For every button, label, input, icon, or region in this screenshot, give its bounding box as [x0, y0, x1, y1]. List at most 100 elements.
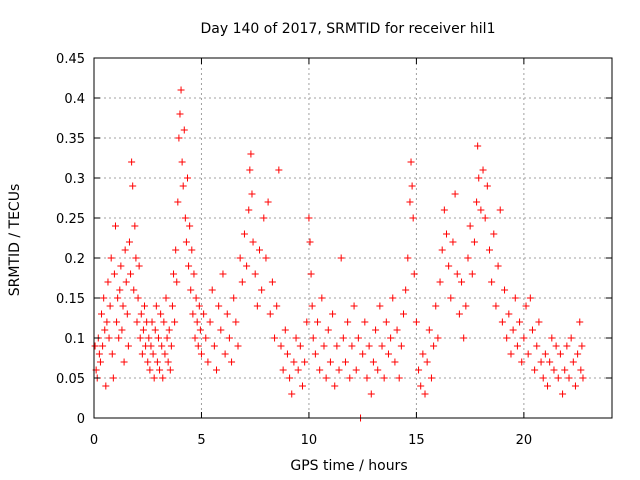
data-point [273, 302, 281, 310]
data-point [305, 214, 313, 222]
data-point [391, 358, 399, 366]
data-point [191, 334, 199, 342]
data-point [106, 302, 114, 310]
data-point [109, 374, 117, 382]
chart-title: Day 140 of 2017, SRMTID for receiver hil… [201, 21, 496, 37]
y-tick-label: 0 [77, 412, 85, 427]
data-point [367, 390, 375, 398]
data-point [145, 334, 153, 342]
y-tick-label: 0.3 [64, 172, 85, 187]
data-point [163, 334, 171, 342]
data-point [166, 366, 174, 374]
data-point [290, 358, 298, 366]
data-point [208, 286, 216, 294]
data-point [172, 246, 180, 254]
data-point [395, 374, 403, 382]
data-point [333, 342, 341, 350]
data-point [144, 358, 152, 366]
data-point [559, 390, 567, 398]
data-point [223, 310, 231, 318]
data-point [520, 334, 528, 342]
data-point [404, 254, 412, 262]
data-point [258, 286, 266, 294]
data-point [275, 166, 283, 174]
data-point [458, 278, 466, 286]
data-point [541, 350, 549, 358]
data-point [137, 310, 145, 318]
data-point [99, 342, 107, 350]
y-axis-label: SRMTID / TECUs [7, 184, 23, 297]
data-point [283, 350, 291, 358]
data-point [148, 318, 156, 326]
data-point [449, 238, 457, 246]
data-point [96, 358, 104, 366]
data-point [213, 366, 221, 374]
data-point [107, 254, 115, 262]
data-point [200, 310, 208, 318]
data-point [380, 374, 388, 382]
data-point [306, 238, 314, 246]
data-point [279, 366, 287, 374]
data-point [479, 166, 487, 174]
data-point [387, 334, 395, 342]
data-point [181, 214, 189, 222]
data-point [179, 182, 187, 190]
data-point [417, 382, 425, 390]
data-point [164, 358, 172, 366]
data-point [569, 358, 577, 366]
data-point [552, 342, 560, 350]
data-point [195, 302, 203, 310]
data-point [350, 302, 358, 310]
data-point [475, 174, 483, 182]
data-point [129, 182, 137, 190]
data-point [301, 358, 309, 366]
data-point [165, 326, 173, 334]
data-point [535, 318, 543, 326]
data-point [400, 310, 408, 318]
data-point [501, 286, 509, 294]
data-point [151, 326, 159, 334]
data-point [296, 342, 304, 350]
x-tick-label: 10 [301, 433, 318, 448]
data-point [578, 342, 586, 350]
data-point [337, 254, 345, 262]
data-point [238, 278, 246, 286]
data-point [170, 270, 178, 278]
data-point [266, 310, 274, 318]
data-point [309, 334, 317, 342]
data-point [308, 302, 316, 310]
data-point [507, 350, 515, 358]
data-point [202, 334, 210, 342]
data-point [346, 374, 354, 382]
data-point [548, 334, 556, 342]
data-point [215, 302, 223, 310]
data-point [339, 334, 347, 342]
data-point [121, 246, 129, 254]
data-point [361, 318, 369, 326]
data-point [248, 190, 256, 198]
data-point [453, 270, 461, 278]
data-point [496, 206, 504, 214]
data-point [513, 342, 521, 350]
data-point [348, 342, 356, 350]
data-point [288, 390, 296, 398]
data-point [136, 334, 144, 342]
data-point [253, 302, 261, 310]
data-point [139, 326, 147, 334]
data-point [130, 286, 138, 294]
y-tick-label: 0.15 [56, 292, 85, 307]
data-point [101, 326, 109, 334]
data-point [434, 334, 442, 342]
data-point [544, 382, 552, 390]
data-point [483, 182, 491, 190]
data-point [505, 310, 513, 318]
data-point [249, 238, 257, 246]
data-point [120, 358, 128, 366]
data-point [442, 230, 450, 238]
data-point [511, 294, 519, 302]
x-tick-label: 5 [197, 433, 205, 448]
data-point [537, 358, 545, 366]
data-point [294, 366, 302, 374]
data-point [277, 342, 285, 350]
y-tick-label: 0.25 [56, 212, 85, 227]
